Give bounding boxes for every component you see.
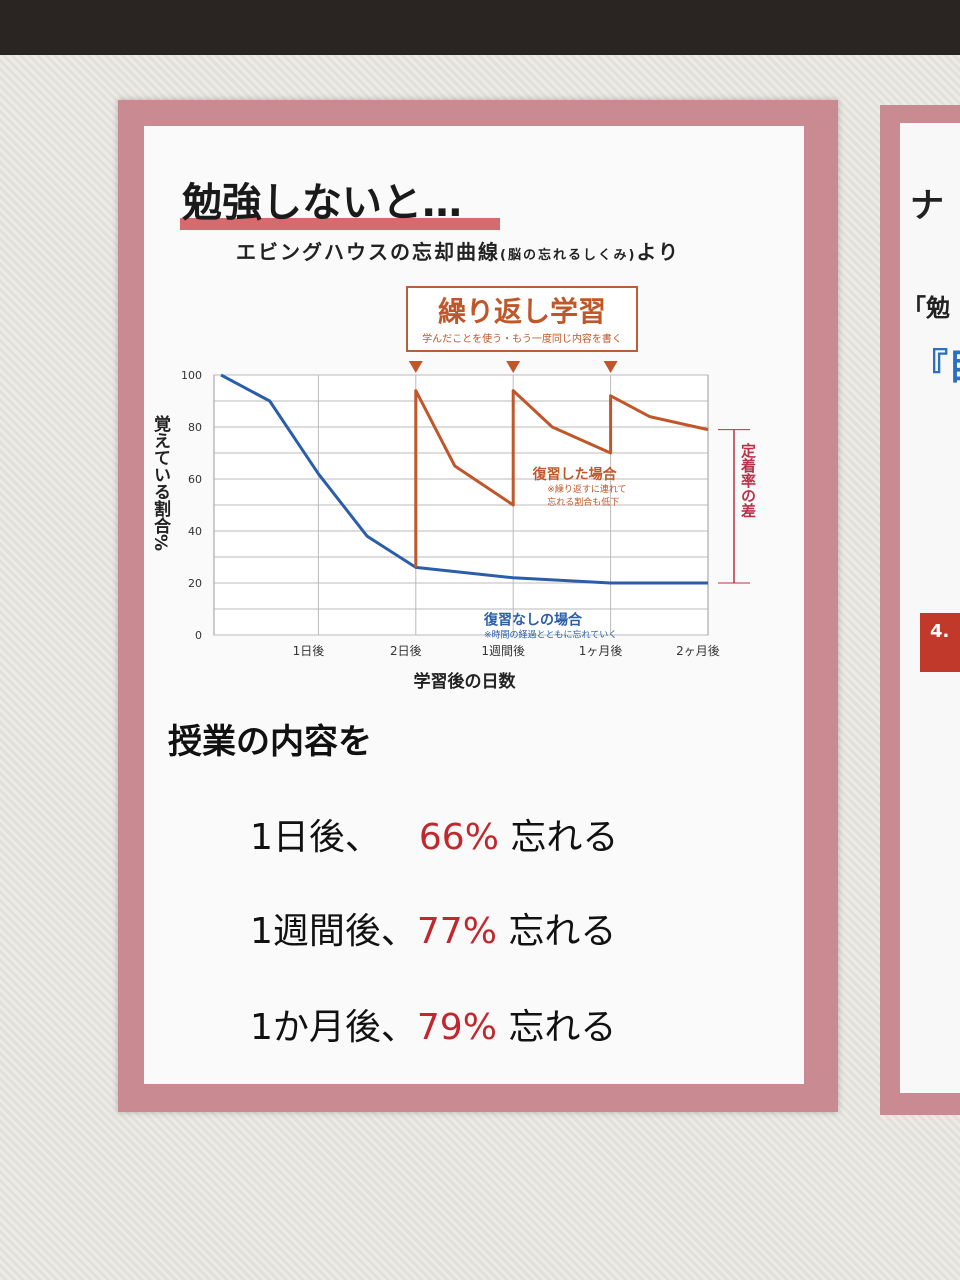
fragment: 4. — [920, 613, 960, 672]
stat-percent: 66% — [418, 817, 499, 858]
stat-suffix: 忘れる — [508, 911, 617, 952]
y-tick-label: 20 — [188, 577, 202, 590]
stat-line-1: 1日後、 66% 忘れる — [250, 808, 618, 860]
fragment: ナ — [910, 186, 944, 226]
fragment: 『目 — [912, 347, 960, 388]
review-marker-arrow — [408, 361, 423, 373]
series-label-review: 復習した場合 — [532, 466, 618, 483]
stat-suffix: 忘れる — [510, 817, 619, 858]
stat-suffix: 忘れる — [508, 1007, 617, 1048]
poster-content: 勉強しないと… エビングハウスの忘却曲線(脳の忘れるしくみ)より 繰り返し学習学… — [144, 126, 804, 1084]
x-axis-label: 学習後の日数 — [414, 671, 517, 692]
chart-title-main: エビングハウスの忘却曲線 — [236, 240, 500, 264]
review-marker-arrow — [603, 361, 618, 373]
stat-percent: 79% — [416, 1007, 497, 1048]
poster: 勉強しないと… エビングハウスの忘却曲線(脳の忘れるしくみ)より 繰り返し学習学… — [118, 100, 838, 1112]
stat-line-2: 1週間後、77% 忘れる — [250, 902, 616, 954]
series-note-review: ※繰り返すに連れて — [547, 483, 626, 495]
ceiling-edge — [0, 0, 960, 55]
y-tick-label: 40 — [188, 525, 202, 538]
section-heading: 授業の内容を — [168, 722, 372, 762]
x-tick-label: 1週間後 — [481, 644, 525, 658]
series-note-no-review: ※時間の経過とともに忘れていく — [484, 629, 617, 641]
stat-prefix: 1週間後、 — [250, 911, 417, 952]
series-label-no-review: 復習なしの場合 — [483, 612, 583, 629]
fragment: 「勉 — [902, 294, 950, 322]
y-axis-label: 覚えている割合% — [150, 414, 171, 551]
y-tick-label: 0 — [195, 629, 202, 642]
x-tick-label: 1ヶ月後 — [579, 644, 623, 658]
review-marker-arrow — [506, 361, 521, 373]
stat-line-3: 1か月後、79% 忘れる — [250, 998, 616, 1050]
title-underline — [180, 218, 500, 230]
stat-prefix: 1か月後、 — [250, 1007, 417, 1048]
series-note-review: 忘れる割合も低下 — [547, 496, 619, 508]
stat-percent: 77% — [416, 911, 497, 952]
x-tick-label: 2日後 — [390, 644, 422, 658]
difference-label: 定着率の差 — [739, 442, 757, 518]
y-tick-label: 100 — [181, 369, 202, 382]
box-note: 学んだことを使う・もう一度同じ内容を書く — [422, 334, 622, 345]
chart-title: エビングハウスの忘却曲線(脳の忘れるしくみ)より — [236, 236, 680, 265]
chart-title-paren: (脳の忘れるしくみ) — [500, 248, 637, 263]
series-line-no-review — [220, 373, 708, 585]
box-title: 繰り返し学習 — [437, 295, 606, 328]
x-tick-label: 2ヶ月後 — [676, 644, 720, 658]
poster-title: 勉強しないと… — [182, 180, 462, 226]
adjacent-poster: ナ 「勉 『目 4. — [880, 105, 960, 1115]
x-tick-label: 1日後 — [293, 644, 325, 658]
series-line-review — [414, 389, 709, 568]
y-tick-label: 60 — [188, 473, 202, 486]
repeat-learning-box: 繰り返し学習学んだことを使う・もう一度同じ内容を書く — [406, 286, 638, 352]
y-tick-label: 80 — [188, 421, 202, 434]
chart-title-suffix: より — [636, 240, 681, 264]
stat-prefix: 1日後、 — [250, 817, 381, 858]
